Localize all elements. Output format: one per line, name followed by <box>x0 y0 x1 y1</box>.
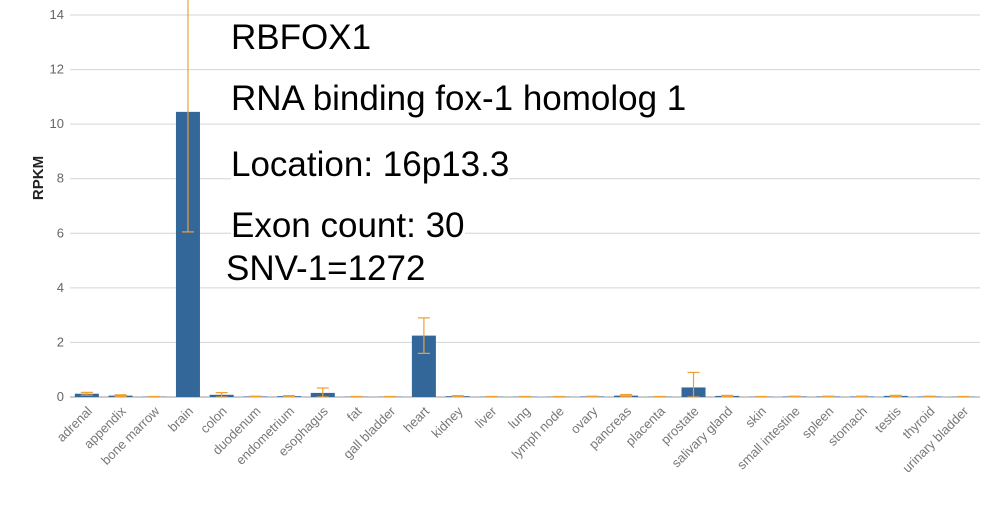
bars <box>74 111 976 397</box>
error-bar-placenta <box>653 395 666 398</box>
error-bar-kidney <box>451 395 464 398</box>
error-bar-urinary-bladder <box>957 395 970 398</box>
error-bar-stomach <box>856 395 869 398</box>
y-axis-label: RPKM <box>30 156 47 200</box>
error-bars <box>80 0 970 398</box>
snv-count: SNV-1=1272 <box>226 249 426 288</box>
x-tick-label: fat <box>344 403 365 424</box>
y-tick-label: 6 <box>57 225 64 240</box>
error-bar-duodenum <box>249 395 262 398</box>
x-tick-label: liver <box>472 403 500 431</box>
error-bar-liver <box>485 395 498 398</box>
error-bar-brain <box>181 0 194 233</box>
exon-count: Exon count: 30 <box>231 206 465 245</box>
error-bar-salivary-gland <box>721 394 734 398</box>
error-bar-fat <box>350 395 363 398</box>
error-bar-lung <box>519 395 531 398</box>
error-bar-thyroid <box>923 395 936 398</box>
y-tick-label: 8 <box>57 171 64 186</box>
gene-name: RNA binding fox-1 homolog 1 <box>231 79 687 118</box>
x-tick-label: lung <box>505 404 533 432</box>
gene-location: Location: 16p13.3 <box>231 145 510 184</box>
error-bar-lymph-node <box>552 395 565 398</box>
y-tick-label: 12 <box>50 62 64 77</box>
error-bar-pancreas <box>620 393 633 398</box>
error-bar-adrenal <box>80 391 93 396</box>
y-tick-label: 0 <box>57 389 64 404</box>
y-tick-label: 2 <box>57 334 64 349</box>
error-bar-small-intestine <box>788 395 801 398</box>
grid-lines <box>70 14 980 398</box>
error-bar-appendix <box>114 394 127 398</box>
error-bar-spleen <box>822 395 835 398</box>
y-tick-label: 4 <box>57 280 64 295</box>
y-axis-ticks: 0 2 4 6 8 10 12 14 <box>50 7 64 404</box>
y-tick-label: 10 <box>50 116 64 131</box>
error-bar-skin <box>754 395 767 398</box>
error-bar-esophagus <box>316 387 329 398</box>
error-bar-prostate <box>687 371 700 398</box>
error-bar-colon <box>215 392 228 398</box>
error-bar-endometrium <box>283 395 296 398</box>
error-bar-testis <box>889 394 902 398</box>
error-bar-ovary <box>586 395 599 398</box>
error-bar-bone-marrow <box>148 395 161 398</box>
x-tick-label: kidney <box>429 403 467 441</box>
error-bar-gall-bladder <box>384 395 397 398</box>
y-tick-label: 14 <box>50 7 64 22</box>
error-bar-heart <box>417 317 430 354</box>
x-tick-label: skin <box>742 404 769 431</box>
gene-symbol: RBFOX1 <box>231 18 372 57</box>
x-tick-label: brain <box>165 404 196 435</box>
